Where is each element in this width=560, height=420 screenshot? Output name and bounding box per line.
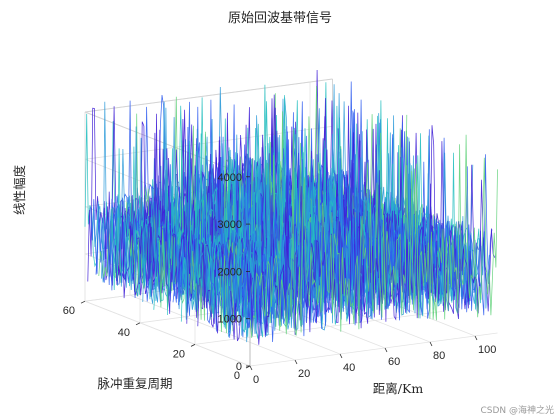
y-tick-mark <box>190 344 196 347</box>
x-tick-label: 0 <box>253 374 259 386</box>
z-tick-label: 2000 <box>218 266 242 278</box>
x-tick-label: 100 <box>478 344 496 356</box>
y-tick-label: 60 <box>63 305 75 317</box>
x-tick-mark <box>249 365 253 371</box>
y-tick-label: 40 <box>118 327 130 339</box>
y-axis-ticks: 0 20 40 60 <box>63 300 251 382</box>
x-tick-mark <box>294 359 298 365</box>
y-tick-mark <box>135 322 141 326</box>
x-tick-mark <box>474 335 478 341</box>
watermark: CSDN @海神之光 <box>480 406 554 416</box>
chart-title: 原始回波基带信号 <box>228 11 332 26</box>
x-tick-mark <box>429 341 433 347</box>
x-axis-ticks: 0 20 40 60 80 100 <box>249 335 496 386</box>
signal-trace <box>249 134 498 338</box>
z-tick-label: 0 <box>236 361 242 373</box>
y-tick-label: 20 <box>173 348 185 360</box>
signal-trace <box>246 141 496 345</box>
x-axis-label: 距离/Km <box>373 381 424 396</box>
grid-line <box>84 300 251 367</box>
z-tick-label: 1000 <box>218 314 242 326</box>
grid-line <box>129 294 296 361</box>
y-tick-label: 0 <box>234 370 240 382</box>
x-tick-label: 20 <box>298 368 310 380</box>
box-edge <box>84 78 333 113</box>
z-tick-label: 3000 <box>218 219 242 231</box>
x-tick-label: 80 <box>433 350 445 362</box>
z-axis-ticks: 0 1000 2000 3000 4000 <box>218 172 250 373</box>
x-tick-mark <box>384 347 388 353</box>
y-tick-mark <box>80 300 86 304</box>
y-axis-label: 脉冲重复周期 <box>97 376 172 391</box>
signal-traces <box>84 69 498 345</box>
grid-line <box>194 311 443 345</box>
z-tick-label: 4000 <box>218 172 242 184</box>
grid-line <box>84 125 333 160</box>
x-tick-label: 60 <box>388 356 400 368</box>
y-tick-mark <box>245 365 251 369</box>
x-tick-mark <box>339 353 343 359</box>
z-axis-label: 线性幅度 <box>12 165 27 216</box>
x-tick-label: 40 <box>343 362 355 374</box>
grid-line <box>249 332 498 367</box>
